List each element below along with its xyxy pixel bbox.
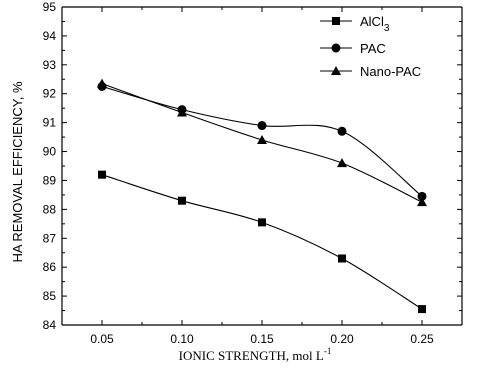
- y-tick-label: 92: [43, 87, 57, 101]
- data-point-triangle: [97, 78, 107, 88]
- y-axis-ticks: 84 85 86 87 88 89 90 91 92 93 94 95: [43, 0, 462, 332]
- x-tick-label: 0.25: [410, 332, 434, 346]
- y-tick-label: 94: [43, 29, 57, 43]
- data-point-triangle: [257, 134, 267, 144]
- x-axis-title-text: IONIC STRENGTH, mol L: [179, 348, 324, 363]
- y-tick-label: 85: [43, 289, 57, 303]
- legend-label-text: AlCl: [360, 14, 384, 29]
- legend-label-subscript: 3: [384, 23, 390, 34]
- x-axis-title: IONIC STRENGTH, mol L-1: [179, 346, 332, 363]
- legend: AlCl3 PAC Nano-PAC: [320, 14, 421, 79]
- x-axis-title-superscript: -1: [324, 346, 332, 356]
- series-line: [101, 174, 423, 310]
- x-tick-label: 0.15: [250, 332, 274, 346]
- y-tick-label: 88: [43, 202, 57, 216]
- data-point-circle: [417, 191, 427, 201]
- x-axis-ticks: 0.05 0.10 0.15 0.20 0.25: [61, 7, 463, 346]
- y-tick-label: 90: [43, 145, 57, 159]
- x-tick-label: 0.05: [90, 332, 114, 346]
- y-tick-label: 91: [43, 116, 57, 130]
- x-tick-label: 0.10: [170, 332, 194, 346]
- legend-marker-circle: [331, 43, 341, 53]
- y-tick-label: 93: [43, 58, 57, 72]
- data-point-circle: [257, 121, 267, 131]
- legend-label: PAC: [360, 41, 386, 56]
- y-tick-label: 84: [43, 318, 57, 332]
- data-point-square: [178, 196, 186, 205]
- data-point-square: [258, 218, 266, 227]
- data-point-square: [418, 305, 426, 314]
- y-axis-title: HA REMOVAL EFFICIENCY, %: [10, 81, 25, 263]
- legend-label: AlCl3: [360, 14, 390, 34]
- y-tick-label: 95: [43, 0, 57, 14]
- data-point-triangle: [337, 158, 347, 168]
- legend-marker-square: [332, 17, 340, 25]
- legend-label-text: PAC: [360, 41, 386, 56]
- y-tick-label: 87: [43, 231, 57, 245]
- legend-label: Nano-PAC: [360, 64, 421, 79]
- series-layer: [97, 78, 427, 314]
- plot-area: [61, 6, 463, 326]
- legend-label-text: Nano-PAC: [360, 64, 421, 79]
- data-point-triangle: [177, 107, 187, 117]
- y-tick-label: 86: [43, 260, 57, 274]
- y-tick-label: 89: [43, 173, 57, 187]
- x-tick-label: 0.20: [330, 332, 354, 346]
- data-point-square: [338, 254, 346, 263]
- series-square: [98, 170, 426, 314]
- data-point-square: [98, 170, 106, 179]
- data-point-triangle: [417, 197, 427, 207]
- legend-marker-triangle: [331, 66, 341, 75]
- data-point-circle: [337, 126, 347, 136]
- series-triangle: [97, 78, 427, 207]
